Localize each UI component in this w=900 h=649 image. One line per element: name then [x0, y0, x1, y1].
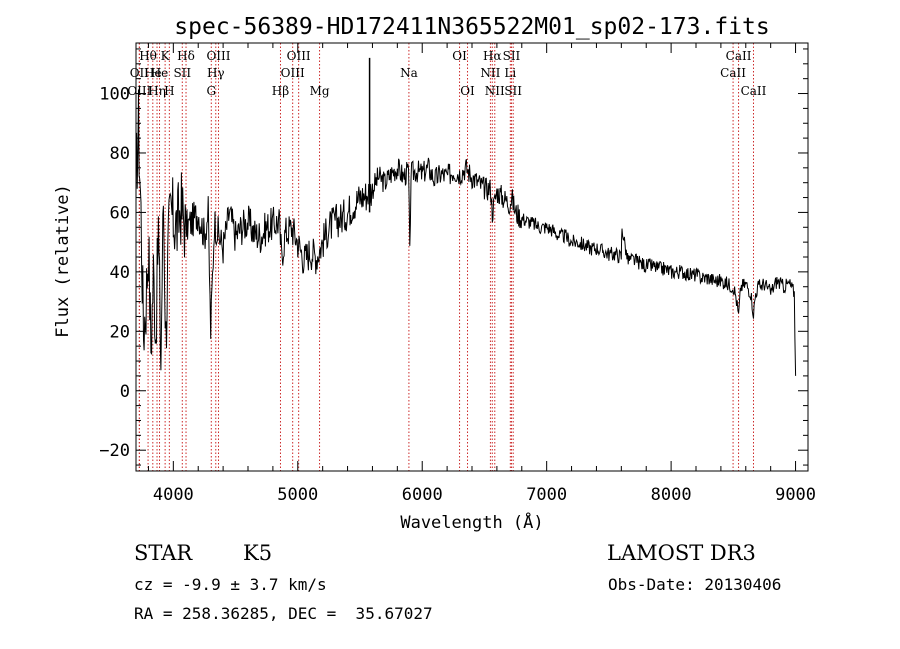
subclass: K5	[243, 541, 272, 565]
marker-label-sii: SII	[503, 49, 521, 63]
marker-label-sii: SII	[173, 66, 191, 80]
flux-line	[135, 89, 797, 376]
coordinates: RA = 258.36285, DEC = 35.67027	[134, 604, 433, 623]
marker-label-h: H	[164, 84, 174, 98]
flux-series	[135, 57, 797, 376]
marker-label-hδ: Hδ	[177, 49, 195, 63]
x-tick-label: 8000	[651, 485, 692, 505]
chart-title: spec-56389-HD172411N365522M01_sp02-173.f…	[174, 14, 769, 40]
marker-label-hθ: Hθ	[139, 49, 157, 63]
observation-date: Obs-Date: 20130406	[608, 575, 781, 594]
radial-velocity: cz = -9.9 ± 3.7 km/s	[134, 575, 327, 594]
x-tick-labels: 4000 5000 6000 7000 8000 9000	[153, 485, 816, 505]
marker-label-nii: NII	[480, 66, 500, 80]
marker-label-hα: Hα	[483, 49, 502, 63]
y-tick-label: 60	[110, 203, 130, 223]
marker-label-oiii: OIII	[206, 49, 230, 63]
x-tick-label: 6000	[402, 485, 443, 505]
x-tick-label: 9000	[775, 485, 816, 505]
y-tick-label: 0	[120, 382, 130, 402]
marker-label-caii: CaII	[741, 84, 767, 98]
marker-label-hη: Hη	[148, 84, 166, 98]
x-tick-label: 7000	[526, 485, 567, 505]
marker-label-hγ: Hγ	[207, 66, 225, 80]
marker-label-oii: OII	[130, 66, 150, 80]
survey-name: LAMOST DR3	[607, 541, 756, 565]
y-tick-labels: −20 0 20 40 60 80 100	[99, 85, 130, 462]
marker-label-mg: Mg	[310, 84, 330, 98]
marker-label-li: Li	[504, 66, 516, 80]
marker-label-k: K	[161, 49, 171, 63]
marker-label-oiii: OIII	[281, 66, 305, 80]
marker-label-caii: CaII	[726, 49, 752, 63]
marker-label-sii: SII	[504, 84, 522, 98]
marker-label-hβ: Hβ	[272, 84, 289, 98]
x-tick-label: 5000	[277, 485, 318, 505]
object-class: STAR	[134, 541, 193, 565]
y-tick-label: 40	[110, 263, 130, 283]
axis-ticks	[136, 43, 808, 471]
marker-label-oiii: OIII	[127, 84, 151, 98]
marker-label-he: He	[144, 66, 162, 80]
y-tick-label: 20	[110, 322, 130, 342]
y-tick-label: 100	[99, 85, 130, 105]
plot-frame	[135, 42, 809, 472]
y-axis-label: Flux (relative)	[53, 184, 73, 338]
marker-label-he: He	[151, 66, 169, 80]
marker-label-g: G	[206, 84, 216, 98]
marker-label-caii: CaII	[720, 66, 746, 80]
marker-label-oi: OI	[452, 49, 467, 63]
x-tick-label: 4000	[153, 485, 194, 505]
y-tick-label: −20	[99, 441, 130, 461]
x-axis-label: Wavelength (Å)	[400, 511, 543, 533]
marker-label-oi: OI	[460, 84, 475, 98]
y-tick-label: 80	[110, 144, 130, 164]
line-markers	[138, 43, 754, 471]
marker-label-oiii: OIII	[287, 49, 311, 63]
marker-label-nii: NII	[485, 84, 505, 98]
marker-label-na: Na	[400, 66, 418, 80]
